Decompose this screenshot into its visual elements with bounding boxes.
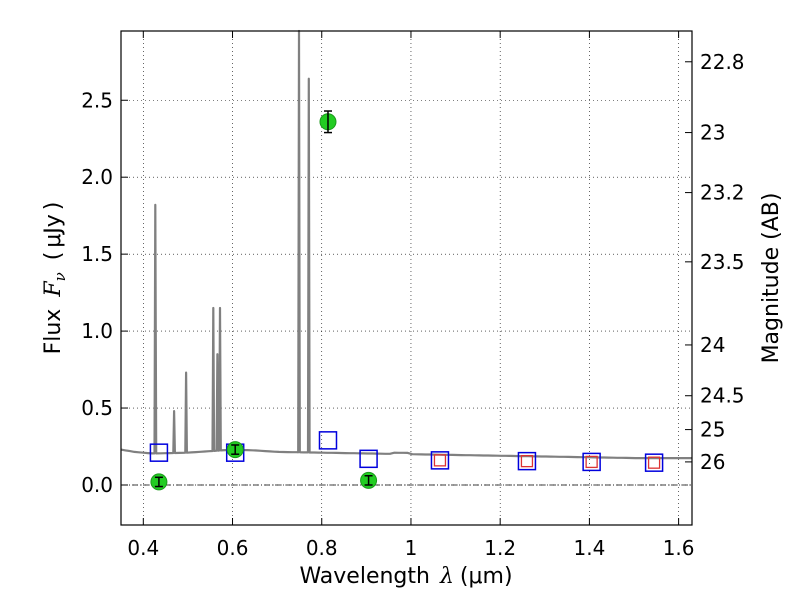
y-tick-label: 1.0 — [81, 319, 113, 343]
x-axis-label: Wavelength λ (μm) — [299, 564, 512, 589]
y2-tick-label: 24 — [700, 333, 725, 357]
x-tick-label: 0.8 — [306, 536, 338, 560]
y2-tick-label: 22.8 — [700, 50, 745, 74]
y2-tick-label: 24.5 — [700, 384, 745, 408]
model-photometry-red-point — [647, 456, 661, 469]
x-axis-label-text: Wavelength — [299, 564, 430, 589]
x-tick-label: 1.4 — [573, 536, 605, 560]
y2-tick-label: 23.2 — [700, 181, 745, 205]
model-photometry-blue-point — [359, 449, 378, 469]
markers-layer — [149, 110, 664, 491]
y-axis-symbol-sub: ν — [51, 272, 69, 281]
y-tick-label: 2.5 — [81, 88, 113, 112]
y-tick-label: 1.5 — [81, 242, 113, 266]
y-axis-unit-open: ( — [41, 252, 66, 261]
model-photometry-blue-point — [582, 452, 601, 472]
model-photometry-blue-point — [430, 451, 450, 470]
model-photometry-red-point — [520, 454, 534, 468]
plot-frame — [120, 30, 693, 526]
model-spectrum-line — [120, 29, 692, 460]
spectrum-layer — [120, 29, 692, 460]
x-tick-label: 1 — [405, 536, 418, 560]
y-tick-label: 2.0 — [81, 165, 113, 189]
x-tick-label: 0.4 — [127, 536, 159, 560]
y-axis-label: Flux Fν ( μJy) — [41, 202, 69, 355]
x-axis-unit-open: ( — [460, 564, 469, 589]
y2-axis-label: Magnitude (AB) — [759, 193, 784, 364]
y2-tick-label: 23 — [700, 121, 725, 145]
x-axis-unit: μm — [469, 564, 504, 589]
y-axis-label-text: Flux — [41, 309, 66, 355]
model-photometry-blue-point — [149, 443, 169, 462]
x-tick-label: 1.6 — [663, 536, 695, 560]
x-axis-symbol: λ — [439, 564, 454, 589]
model-photometry-blue-point — [644, 453, 664, 472]
model-photometry-red-point — [433, 454, 447, 467]
y-axis-symbol: F — [41, 281, 66, 298]
x-axis-unit-close: ) — [504, 564, 513, 589]
model-photometry-blue-point — [517, 451, 537, 471]
y-axis-unit-close: ) — [41, 202, 66, 211]
x-tick-label: 0.6 — [217, 536, 249, 560]
ticks-layer: 0.4 0.6 0.8 1 1.2 1.4 1.6 0.0 0.5 1.0 1.5 2.0 2.5 22.… — [81, 31, 745, 560]
x-tick-label: 1.2 — [484, 536, 516, 560]
y2-tick-label: 23.5 — [700, 250, 745, 274]
y-tick-label: 0.0 — [81, 473, 113, 497]
y-axis-unit: μJy — [41, 214, 66, 248]
y-tick-label: 0.5 — [81, 396, 113, 420]
y2-tick-label: 25 — [700, 418, 725, 442]
y2-tick-label: 26 — [700, 450, 725, 474]
model-photometry-blue-point — [318, 431, 338, 450]
model-photometry-red-point — [585, 455, 598, 469]
